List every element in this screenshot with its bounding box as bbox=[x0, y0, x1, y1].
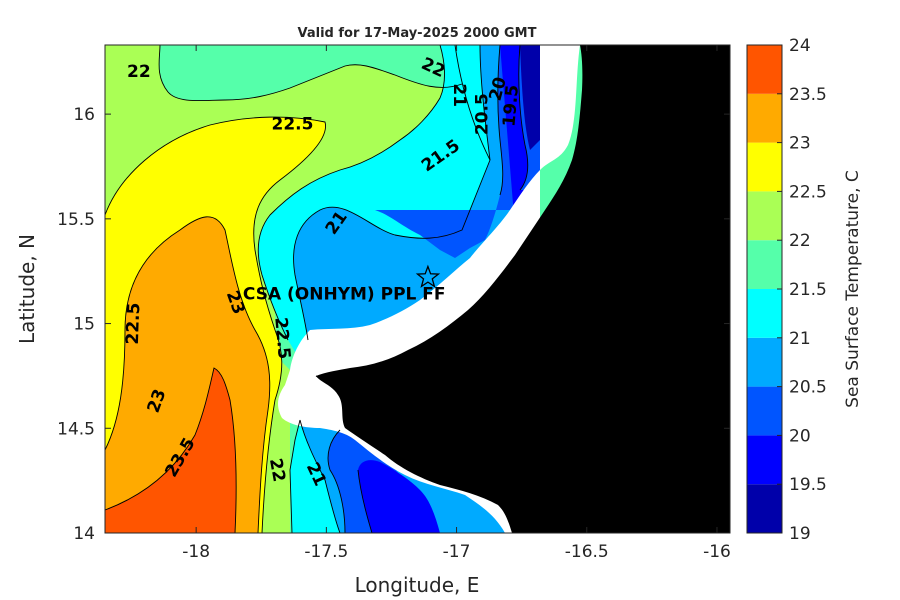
chart-title: Valid for 17-May-2025 2000 GMT bbox=[298, 26, 537, 41]
colorbar-tick-label: 22 bbox=[789, 231, 811, 251]
marker-label: CSA (ONHYM) PPL FF bbox=[243, 284, 446, 304]
y-axis: 14 14.5 15 15.5 16 bbox=[57, 105, 730, 544]
x-axis: -18 -17.5 -17 -16.5 -16 bbox=[182, 45, 731, 562]
star-icon bbox=[415, 264, 441, 288]
contour-line-22-south bbox=[289, 419, 301, 533]
contour-label: 22.5 bbox=[272, 115, 314, 135]
x-tick-label: -17.5 bbox=[304, 542, 348, 562]
contour-line-20-south bbox=[357, 469, 373, 533]
band-24-top bbox=[105, 368, 237, 533]
land bbox=[316, 45, 730, 533]
y-tick-label: 15.5 bbox=[57, 210, 95, 230]
x-axis-label: Longitude, E bbox=[355, 573, 480, 597]
site-marker: CSA (ONHYM) PPL FF bbox=[243, 264, 446, 304]
coastline-detail bbox=[315, 375, 347, 399]
contour-line-20-5-south bbox=[327, 429, 346, 533]
contour-label: 19.5 bbox=[499, 84, 523, 128]
colorbar-label: Sea Surface Temperature, C bbox=[843, 170, 863, 408]
colorbar-tick-label: 19.5 bbox=[789, 475, 827, 495]
contour-line-22-5 bbox=[105, 116, 326, 533]
contour-line-21-south bbox=[299, 419, 341, 533]
band-20 bbox=[520, 45, 540, 150]
colorbar-swatch bbox=[747, 386, 782, 436]
colorbar-tick-label: 20.5 bbox=[789, 378, 827, 398]
colorbar-swatch bbox=[747, 484, 782, 533]
colorbar-swatch bbox=[747, 435, 782, 485]
contour-label: 21 bbox=[449, 83, 469, 107]
contour-line-21-5 bbox=[257, 45, 445, 341]
contour-label: 22.5 bbox=[123, 302, 144, 345]
y-axis-label: Latitude, N bbox=[15, 234, 39, 344]
x-tick-label: -18 bbox=[182, 542, 210, 562]
contour-label: 20.5 bbox=[473, 93, 493, 135]
colorbar-tick-label: 21.5 bbox=[789, 280, 827, 300]
colorbar-tick-label: 24 bbox=[789, 36, 811, 56]
colorbar-swatch bbox=[747, 142, 782, 192]
x-tick-label: -16.5 bbox=[565, 542, 609, 562]
colorbar-tick-label: 22.5 bbox=[789, 182, 827, 202]
colorbar-swatch bbox=[747, 337, 782, 387]
contour-line-22 bbox=[158, 45, 463, 102]
colorbar: 19 19.5 20 20.5 21 21.5 22 22.5 23 23.5 24 bbox=[746, 36, 827, 544]
contour-label: 22 bbox=[265, 457, 289, 484]
colorbar-swatch bbox=[747, 45, 782, 94]
colorbar-swatch bbox=[747, 240, 782, 289]
colorbar-swatch bbox=[747, 93, 782, 143]
colorbar-tick-label: 23.5 bbox=[789, 85, 827, 105]
colorbar-swatch bbox=[747, 191, 782, 241]
colorbar-tick-label: 23 bbox=[789, 134, 811, 154]
x-tick-label: -17 bbox=[443, 542, 471, 562]
contour-line-20 bbox=[497, 45, 504, 196]
y-tick-label: 14 bbox=[73, 524, 95, 544]
colorbar-swatch bbox=[747, 289, 782, 338]
y-tick-label: 15 bbox=[73, 315, 95, 335]
band-20-5 bbox=[358, 45, 540, 533]
contour-label: 22.5 bbox=[270, 316, 294, 360]
contour-label: 22 bbox=[127, 62, 151, 82]
y-tick-label: 16 bbox=[73, 105, 95, 125]
contour-line-21 bbox=[293, 45, 491, 341]
contour-lines bbox=[105, 45, 529, 533]
plot-frame bbox=[104, 44, 731, 534]
colorbar-tick-label: 19 bbox=[789, 524, 811, 544]
contour-line-23 bbox=[105, 216, 271, 533]
x-tick-label: -16 bbox=[703, 542, 731, 562]
contour-line-23-5 bbox=[105, 367, 237, 533]
colorbar-tick-label: 20 bbox=[789, 426, 811, 446]
contour-line-20-5 bbox=[479, 45, 491, 161]
colorbar-tick-label: 21 bbox=[789, 329, 811, 349]
contour-line-19-5 bbox=[518, 45, 529, 191]
y-tick-label: 14.5 bbox=[57, 419, 95, 439]
